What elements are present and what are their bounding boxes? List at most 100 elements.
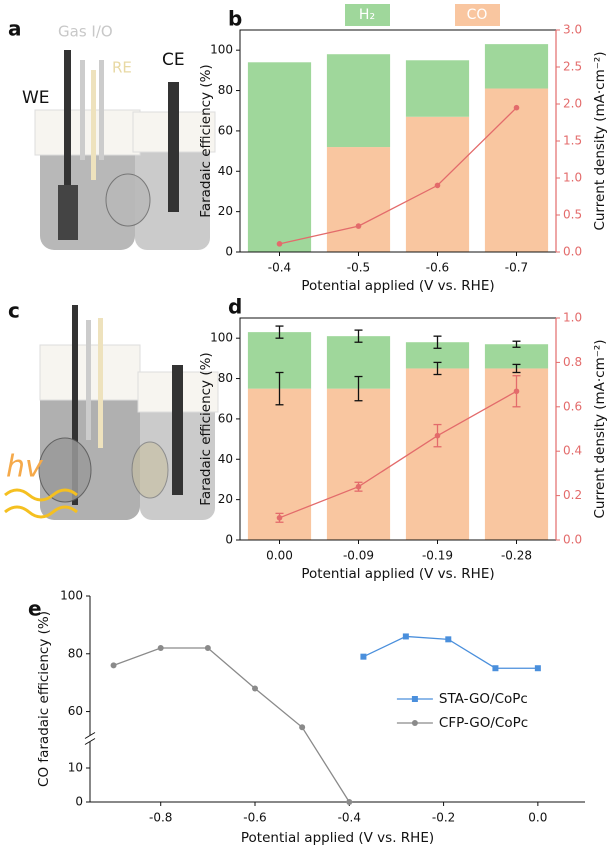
bar: [484, 44, 549, 89]
axis-break: [84, 732, 96, 739]
x-tick-label: -0.6: [426, 261, 449, 275]
y-tick-label: 40: [218, 452, 233, 466]
x-tick-label: -0.09: [343, 549, 374, 563]
legend-swatch: [345, 4, 390, 26]
y-tick-label: 20: [218, 204, 233, 218]
point: [434, 432, 441, 439]
y-axis-label: CO faradaic efficiency (%): [36, 611, 52, 787]
y2-tick-label: 0.0: [563, 533, 582, 547]
point: [513, 388, 520, 395]
label: hv: [6, 450, 44, 485]
point: [346, 799, 353, 805]
cell-c: c hv: [4, 299, 219, 520]
panel-label: a: [8, 17, 22, 41]
bar: [405, 60, 470, 117]
x-tick-label: -0.6: [243, 811, 266, 825]
x-tick-label: -0.4: [268, 261, 291, 275]
legend-label: STA-GO/CoPc: [439, 691, 528, 707]
legend-label: H₂: [359, 7, 375, 23]
y2-tick-label: 1.5: [563, 134, 582, 148]
y2-tick-label: 0.4: [563, 444, 582, 458]
x-tick-label: 0.0: [528, 811, 547, 825]
bar: [405, 368, 470, 540]
x-tick-label: -0.2: [432, 811, 455, 825]
y-axis-label: Faradaic efficiency (%): [198, 64, 214, 217]
bar: [484, 88, 549, 252]
y-tick-label: 40: [218, 164, 233, 178]
y-tick-label: 60: [68, 704, 83, 718]
label: RE: [112, 59, 132, 77]
y2-tick-label: 1.0: [563, 311, 582, 325]
axis-break: [84, 738, 96, 745]
y-tick-label: 0: [225, 533, 233, 547]
x-tick-label: -0.8: [149, 811, 172, 825]
chart: -0.8 -0.6 -0.4 -0.2 0.0 0 10 60 80 100 STA-GO/CoPc…: [28, 589, 585, 846]
y2-tick-label: 0.6: [563, 399, 582, 413]
point: [534, 665, 541, 672]
point: [276, 241, 283, 247]
point: [360, 653, 367, 660]
y2-tick-label: 0.5: [563, 208, 582, 222]
legend-marker: [411, 696, 418, 702]
point: [445, 636, 452, 643]
panel-label: d: [228, 295, 242, 319]
panel-label: e: [28, 597, 42, 621]
y2-tick-label: 0.2: [563, 488, 582, 502]
y2-tick-label: 0.0: [563, 245, 582, 259]
y-tick-label: 10: [68, 761, 83, 775]
y2-axis-label: Current density (mA·cm⁻²): [592, 51, 608, 230]
point: [355, 483, 362, 490]
point: [204, 645, 211, 651]
cell-a: a Gas I/O RE WE CE: [8, 17, 216, 250]
point: [513, 104, 520, 111]
line: [279, 390, 517, 519]
x-axis-label: Potential applied (V vs. RHE): [301, 566, 494, 582]
y-tick-label: 20: [218, 492, 233, 506]
x-axis-label: Potential applied (V vs. RHE): [301, 278, 494, 294]
point: [110, 662, 117, 669]
y2-tick-label: 1.0: [563, 171, 582, 185]
bar: [326, 147, 391, 252]
y-tick-label: 60: [218, 411, 233, 425]
bar: [247, 62, 312, 252]
chart: 0.00 -0.09 -0.19 -0.28 0 20 40 60 80 100 0.0 0.2 0.4…: [198, 295, 608, 583]
panel-label: c: [8, 299, 20, 323]
chart: -0.4 -0.5 -0.6 -0.7 0 20 40 60 80 100 0.0 0.5 1.0 1.5…: [198, 4, 608, 294]
line: [279, 107, 517, 245]
x-tick-label: -0.4: [338, 811, 361, 825]
y-tick-label: 0: [225, 245, 233, 259]
x-tick-label: -0.5: [347, 261, 370, 275]
legend-label: CFP-GO/CoPc: [439, 715, 528, 731]
x-tick-label: -0.19: [422, 549, 453, 563]
x-tick-label: -0.28: [501, 549, 532, 563]
y2-axis-label: Current density (mA·cm⁻²): [592, 339, 608, 518]
y-axis-label: Faradaic efficiency (%): [198, 352, 214, 505]
y2-tick-label: 0.8: [563, 355, 582, 369]
y-tick-label: 100: [210, 331, 233, 345]
point: [276, 515, 283, 521]
x-tick-label: -0.7: [505, 261, 528, 275]
y-tick-label: 0: [75, 795, 83, 809]
y-tick-label: 100: [210, 43, 233, 57]
point: [299, 724, 306, 731]
point: [434, 182, 441, 189]
y2-tick-label: 2.0: [563, 97, 582, 111]
point: [402, 633, 409, 640]
bar: [326, 54, 391, 148]
label: Gas I/O: [58, 23, 113, 41]
y-tick-label: 60: [218, 123, 233, 137]
legend-label: CO: [467, 7, 488, 23]
y-tick-label: 80: [218, 83, 233, 97]
label: CE: [162, 50, 185, 70]
legend-swatch: [455, 4, 500, 26]
point: [252, 685, 258, 692]
y-tick-label: 80: [218, 371, 233, 385]
point: [157, 645, 164, 651]
point: [492, 665, 499, 672]
bar: [326, 388, 391, 540]
y-tick-label: 80: [68, 646, 83, 660]
y2-tick-label: 3.0: [563, 23, 582, 37]
x-tick-label: 0.00: [266, 549, 293, 563]
line: [113, 647, 350, 803]
